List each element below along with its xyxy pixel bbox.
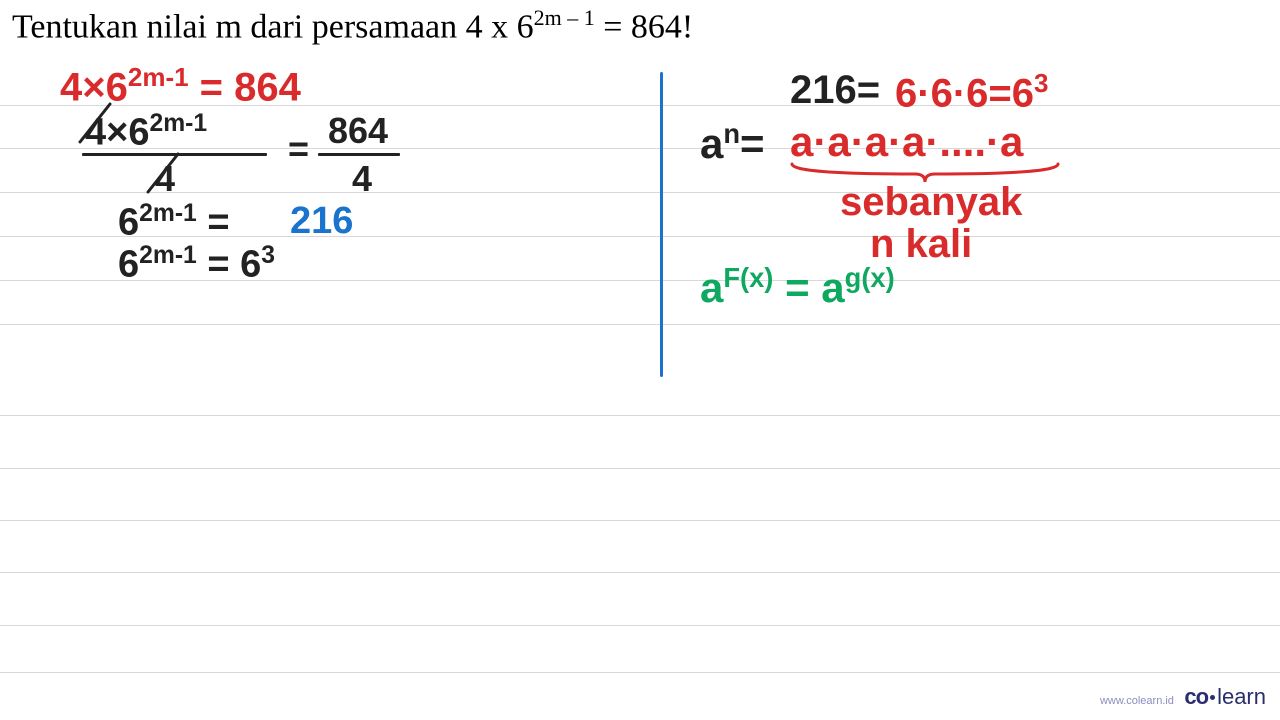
brand-co: co [1184, 684, 1208, 709]
question-title: Tentukan nilai m dari persamaan 4 x 62m … [12, 5, 693, 46]
fraction-bar-right [318, 153, 400, 156]
brand-dot-icon [1210, 695, 1215, 700]
note-4: n kali [870, 222, 972, 267]
work-line-3-rhs: 216 [290, 200, 353, 243]
vertical-divider [660, 72, 663, 377]
note-2-rhs: a·a·a·a·....·a [790, 118, 1023, 166]
note-2-lhs: an= [700, 118, 765, 168]
note-1-rhs: 6·6·6=63 [895, 68, 1048, 116]
work-line-2-denominator-right: 4 [352, 158, 372, 200]
strike-2 [140, 152, 188, 200]
note-5: aF(x) = ag(x) [700, 262, 895, 312]
note-1-lhs: 216= [790, 68, 880, 113]
brand-url: www.colearn.id [1100, 695, 1174, 707]
work-line-4: 62m-1 = 63 [118, 242, 275, 287]
brand-learn: learn [1217, 684, 1266, 709]
work-line-2-equals: = [288, 128, 309, 170]
strike-1 [72, 100, 120, 148]
note-3: sebanyak [840, 180, 1022, 225]
work-line-2-numerator-right: 864 [328, 110, 388, 152]
work-line-3-lhs: 62m-1 = [118, 200, 230, 245]
brand-logo: www.colearn.id colearn [1100, 684, 1266, 710]
